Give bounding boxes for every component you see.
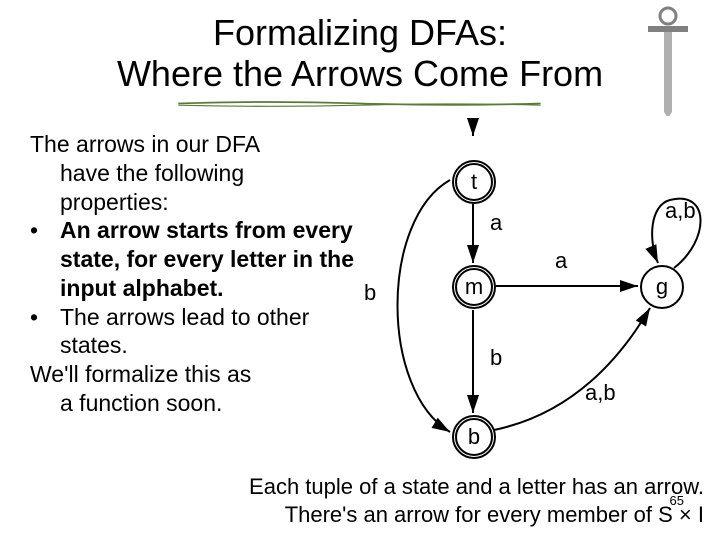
page-number: 65 [670,493,684,508]
closing-text: We'll formalize this as a function soon. [30,360,360,418]
title-underline [40,100,680,108]
edge-label-b1: b [490,345,502,371]
edge-label-ab2: a,b [585,380,616,406]
state-m: m [452,265,496,309]
state-b: b [452,415,496,459]
title-line-2: Where the Arrows Come From [117,53,603,94]
intro-text: The arrows in our DFA have the following… [30,130,360,216]
footer-line-1: Each tuple of a state and a letter has a… [0,473,704,501]
edge-label-b2: b [364,280,376,306]
bullet-2: • The arrows lead to other states. [30,303,360,361]
edge-label-a1: a [490,210,502,236]
bullet-1: • An arrow starts from every state, for … [30,216,360,302]
body-text: The arrows in our DFA have the following… [30,130,360,418]
footer-line-2: There's an arrow for every member of S ×… [0,501,704,529]
state-g: g [640,265,684,309]
state-t: t [452,160,496,204]
slide-title: Formalizing DFAs: Where the Arrows Come … [0,0,720,95]
edge-label-ab1: a,b [665,198,696,224]
footer-text: Each tuple of a state and a letter has a… [0,473,704,528]
title-line-1: Formalizing DFAs: [213,12,507,53]
dfa-diagram: t m b g a b a a,b a,b b [360,130,705,460]
edge-label-a2: a [555,248,567,274]
sword-icon [638,6,698,116]
